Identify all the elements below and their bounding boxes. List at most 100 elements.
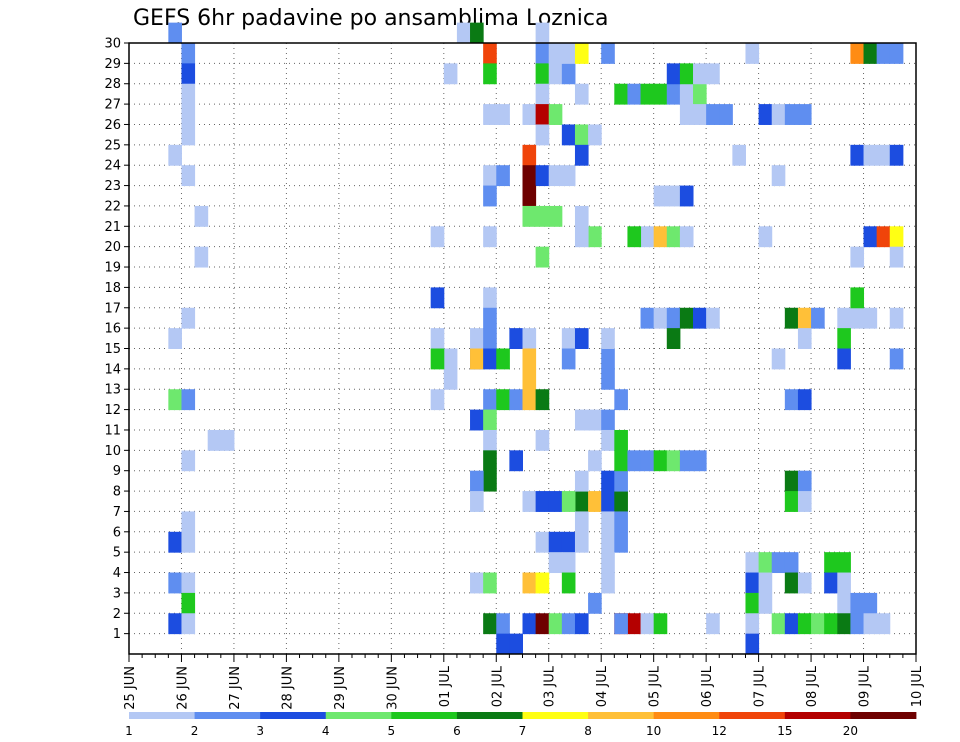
heatmap-cell [627, 83, 642, 105]
heatmap-cell [797, 613, 812, 635]
heatmap-cell [483, 165, 497, 187]
heatmap-cell [470, 572, 484, 594]
heatmap-cell [758, 572, 773, 594]
heatmap-cell [535, 83, 550, 105]
y-tick-label: 27 [104, 98, 121, 113]
heatmap-cell [483, 389, 497, 411]
heatmap-cell [850, 43, 865, 64]
heatmap-cell [653, 83, 668, 105]
heatmap-cell [561, 491, 576, 512]
heatmap-cell [784, 470, 799, 492]
heatmap-cell [824, 572, 838, 594]
colorbar-segment [325, 712, 392, 719]
heatmap-cell [758, 226, 773, 248]
heatmap-cell [614, 429, 628, 451]
heatmap-cell [470, 22, 484, 44]
colorbar-label: 4 [322, 724, 330, 738]
heatmap-cell [601, 348, 615, 370]
heatmap-cell [522, 165, 537, 187]
heatmap-cell [588, 226, 602, 248]
heatmap-cell [574, 83, 589, 105]
heatmap-cell [771, 104, 786, 125]
heatmap-cell [181, 450, 196, 472]
colorbar-label: 8 [584, 724, 592, 738]
heatmap-cell [574, 205, 589, 227]
heatmap-cell [679, 185, 694, 207]
heatmap-cell [194, 246, 209, 268]
heatmap-cell [784, 307, 799, 329]
heatmap-cell [496, 104, 510, 125]
heatmap-cell [443, 63, 458, 85]
heatmap-cell [168, 389, 182, 411]
heatmap-cell [443, 368, 458, 390]
heatmap-cell [181, 83, 196, 105]
heatmap-cell [207, 429, 222, 451]
heatmap-cell [679, 104, 694, 125]
heatmap-cell [640, 226, 655, 248]
heatmap-cell [614, 613, 628, 635]
heatmap-cell [601, 328, 615, 349]
heatmap-cell [824, 613, 838, 635]
x-tick-label: 29 JUN [333, 666, 348, 710]
heatmap-cell [168, 22, 182, 44]
heatmap-cell [470, 348, 484, 370]
heatmap-cell [522, 368, 537, 390]
colorbar-label: 2 [191, 724, 199, 738]
heatmap-cell [653, 613, 668, 635]
colorbar-segment [719, 712, 786, 719]
heatmap-cell [483, 572, 497, 594]
heatmap-cell [483, 328, 497, 349]
heatmap-cell [548, 613, 563, 635]
heatmap-cell [876, 144, 891, 166]
heatmap-cell [561, 348, 576, 370]
colorbar-segment [588, 712, 655, 719]
heatmap-cell [666, 328, 681, 349]
heatmap-cell [588, 491, 602, 512]
heatmap-cell [168, 531, 182, 553]
heatmap-cell [719, 104, 733, 125]
y-tick-label: 23 [104, 179, 121, 194]
heatmap-cell [483, 429, 497, 451]
heatmap-cell [181, 124, 196, 146]
heatmap-cell [614, 511, 628, 533]
x-tick-label: 04 JUL [595, 665, 610, 707]
heatmap-cell [627, 613, 642, 635]
heatmap-cell [522, 348, 537, 370]
heatmap-cell [784, 389, 799, 411]
heatmap-cell [601, 368, 615, 390]
colorbar-label: 1 [125, 724, 133, 738]
heatmap-cell [588, 592, 602, 614]
heatmap-cell [548, 43, 563, 64]
heatmap-cell [535, 104, 550, 125]
heatmap-cell [574, 470, 589, 492]
heatmap-cell [522, 185, 537, 207]
y-tick-label: 5 [113, 546, 121, 561]
heatmap-cell [758, 592, 773, 614]
x-tick-label: 03 JUL [543, 665, 558, 707]
heatmap-cell [614, 491, 628, 512]
heatmap-cell [430, 328, 445, 349]
heatmap-cell [168, 144, 182, 166]
y-tick-label: 6 [113, 525, 121, 540]
colorbar-label: 5 [388, 724, 396, 738]
heatmap-cell [181, 104, 196, 125]
heatmap-cell [483, 43, 497, 64]
heatmap-cell [509, 450, 523, 472]
y-tick-label: 9 [113, 464, 121, 479]
heatmap-cell [509, 633, 523, 655]
heatmap-cell [653, 450, 668, 472]
heatmap-cell [706, 104, 720, 125]
heatmap-cell [535, 43, 550, 64]
heatmap-cell [181, 613, 196, 635]
heatmap-cell [850, 307, 865, 329]
heatmap-cell [561, 531, 576, 553]
heatmap-cell [850, 287, 865, 309]
heatmap-cell [483, 470, 497, 492]
heatmap-cell [181, 572, 196, 594]
colorbar-segment [850, 712, 917, 719]
heatmap-cell [483, 226, 497, 248]
heatmap-cell [889, 307, 904, 329]
y-tick-label: 30 [104, 37, 121, 52]
colorbar-segment [456, 712, 523, 719]
heatmap-cell [535, 531, 550, 553]
